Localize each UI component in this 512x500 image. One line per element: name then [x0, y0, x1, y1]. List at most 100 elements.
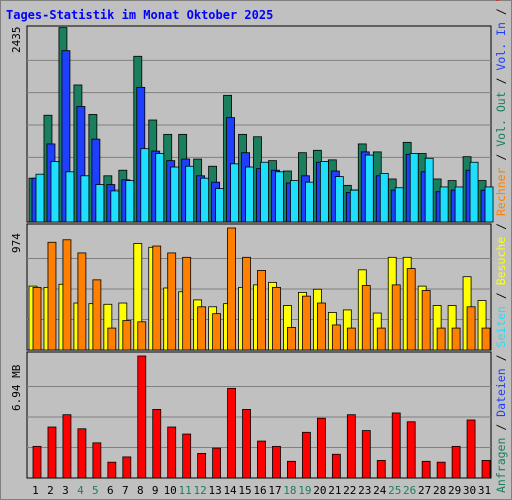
- bar-vol-out-day-17: [272, 445, 281, 479]
- chart-panels: 2435 974 6.94 MB: [10, 25, 494, 479]
- bar-rechner-day-21: [331, 324, 341, 351]
- bar-rechner-day-24: [376, 327, 386, 351]
- bar-rechner-day-16: [257, 270, 266, 351]
- day-label-9: 9: [152, 484, 159, 497]
- bar-rechner-day-6: [107, 327, 117, 351]
- bar-seiten-day-27: [424, 157, 434, 223]
- legend-separator: /: [494, 285, 508, 306]
- day-label-19: 19: [298, 484, 311, 497]
- day-label-1: 1: [32, 484, 39, 497]
- bar-rechner-day-26: [406, 268, 416, 351]
- bar-seiten-day-5: [95, 184, 105, 223]
- bar-vol-out-day-13: [212, 447, 222, 479]
- bar-rechner-day-19: [302, 295, 311, 351]
- day-label-26: 26: [403, 484, 416, 497]
- legend-entry-dateien: Dateien: [494, 368, 508, 416]
- bar-seiten-day-16: [260, 161, 269, 223]
- bar-vol-out-day-18: [287, 460, 296, 479]
- bar-rechner-day-20: [316, 302, 326, 351]
- day-label-7: 7: [122, 484, 129, 497]
- day-label-23: 23: [358, 484, 371, 497]
- day-label-16: 16: [253, 484, 266, 497]
- legend-separator: /: [494, 417, 508, 438]
- bar-vol-out-day-12: [197, 452, 207, 479]
- bar-vol-out-day-4: [77, 428, 87, 479]
- bar-vol-out-day-8: [137, 355, 147, 479]
- day-label-30: 30: [463, 484, 476, 497]
- bar-vol-out-day-29: [451, 445, 461, 479]
- panel-top-max-label: 2435: [10, 27, 23, 54]
- bar-seiten-day-26: [409, 153, 419, 223]
- bar-vol-out-day-9: [152, 409, 162, 479]
- bar-vol-out-day-6: [107, 461, 117, 479]
- bar-rechner-day-12: [197, 306, 207, 351]
- bar-seiten-day-3: [65, 171, 75, 223]
- bar-vol-out-day-27: [421, 460, 431, 479]
- day-label-10: 10: [164, 484, 177, 497]
- bar-rechner-day-23: [361, 285, 371, 351]
- day-label-2: 2: [47, 484, 54, 497]
- bar-rechner-day-4: [77, 252, 87, 351]
- panel-mid-max-label: 974: [10, 233, 23, 253]
- bar-vol-out-day-30: [466, 419, 476, 479]
- bar-rechner-day-29: [451, 327, 461, 351]
- day-label-4: 4: [77, 484, 84, 497]
- day-label-17: 17: [268, 484, 281, 497]
- day-label-5: 5: [92, 484, 99, 497]
- bar-rechner-day-2: [47, 241, 57, 351]
- legend-separator: /: [494, 348, 508, 369]
- bar-vol-out-day-21: [331, 453, 341, 479]
- day-label-27: 27: [418, 484, 431, 497]
- legend-separator: /: [494, 1, 508, 22]
- bar-vol-out-day-26: [406, 421, 416, 479]
- bar-rechner-day-31: [481, 327, 491, 351]
- bar-vol-out-day-10: [167, 426, 177, 479]
- day-label-20: 20: [313, 484, 326, 497]
- day-label-12: 12: [194, 484, 207, 497]
- bar-vol-out-day-11: [182, 433, 192, 479]
- bar-seiten-day-17: [275, 171, 284, 223]
- bar-vol-out-day-3: [62, 414, 72, 479]
- bar-seiten-day-19: [305, 181, 314, 223]
- bar-rechner-day-25: [391, 284, 401, 351]
- bar-vol-out-day-15: [242, 409, 251, 479]
- bar-seiten-day-21: [334, 176, 344, 223]
- legend-entry-anfragen: Anfragen: [494, 438, 508, 493]
- bar-seiten-day-20: [319, 161, 329, 223]
- bar-rechner-day-7: [122, 320, 132, 351]
- legend-entry-seiten: Seiten: [494, 306, 508, 348]
- bar-seiten-day-12: [200, 177, 210, 223]
- bar-vol-out-day-2: [47, 426, 57, 479]
- bar-seiten-day-4: [80, 175, 90, 223]
- chart-title: Tages-Statistik im Monat Oktober 2025: [6, 8, 273, 22]
- panel-bot: 6.94 MB: [10, 351, 492, 479]
- legend-separator: /: [494, 147, 508, 168]
- bar-seiten-day-8: [140, 148, 150, 223]
- bar-vol-out-day-31: [481, 460, 491, 479]
- day-label-21: 21: [328, 484, 341, 497]
- day-label-8: 8: [137, 484, 144, 497]
- bar-rechner-day-30: [466, 306, 476, 351]
- bar-vol-out-day-24: [376, 460, 386, 479]
- bar-seiten-day-6: [110, 190, 120, 223]
- bar-seiten-day-29: [454, 186, 464, 223]
- day-label-15: 15: [238, 484, 251, 497]
- bar-rechner-day-18: [287, 327, 296, 351]
- x-axis-day-labels: 1 2 3 4 5 6 7 8 9 10 11 12 13 14 15 16 17 18 19 20 21 22 23 24 2…: [32, 484, 491, 497]
- bar-rechner-day-8: [137, 321, 147, 351]
- bar-vol-out-day-1: [32, 445, 42, 479]
- bar-rechner-day-11: [182, 256, 192, 351]
- bar-rechner-day-17: [272, 286, 281, 351]
- legend-entry-rechner: Rechner: [494, 167, 508, 216]
- bar-rechner-day-10: [167, 252, 177, 351]
- bar-seiten-day-23: [364, 154, 374, 223]
- panel-top: 2435: [10, 25, 494, 223]
- legend-entry-vol-in: Vol. In: [494, 22, 508, 70]
- panel-bot-max-label: 6.94 MB: [10, 364, 23, 411]
- bar-rechner-day-1: [32, 286, 42, 351]
- bar-vol-out-day-20: [316, 417, 326, 479]
- bar-seiten-day-7: [125, 180, 135, 223]
- day-label-14: 14: [223, 484, 237, 497]
- bar-seiten-day-13: [215, 188, 225, 223]
